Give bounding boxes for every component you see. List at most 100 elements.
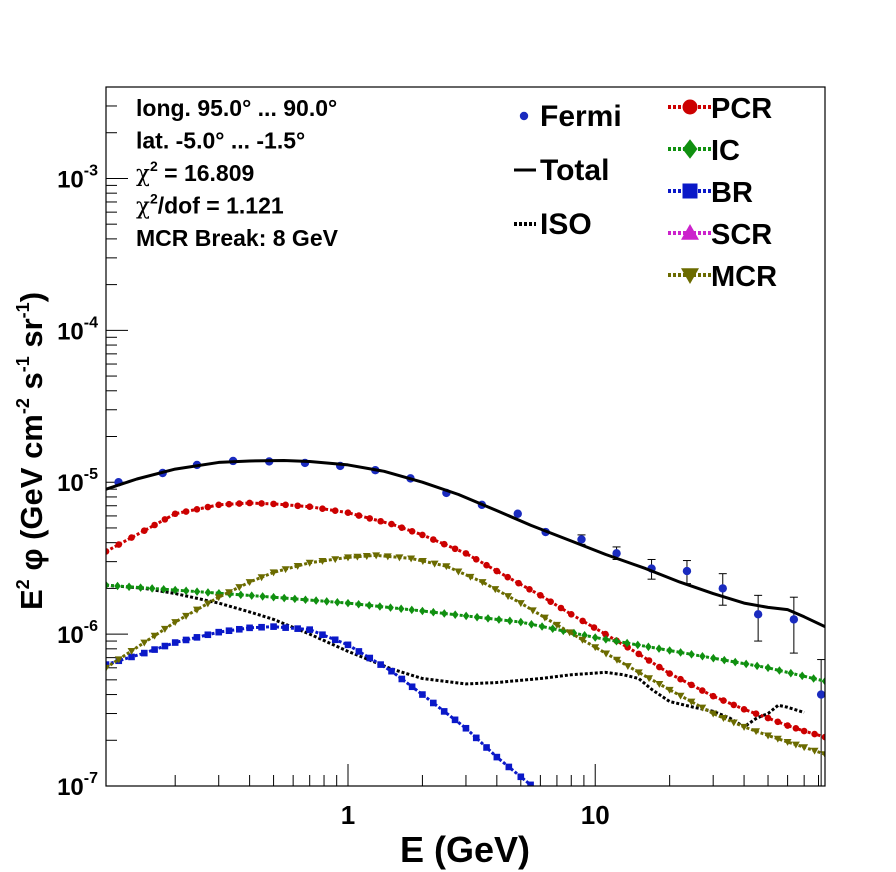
- series-marker-mcr: [269, 569, 278, 577]
- series-marker-br: [171, 639, 179, 646]
- series-marker-mcr: [591, 644, 600, 652]
- series-marker-ic: [182, 586, 190, 596]
- y-axis-title-sup: -2: [13, 398, 33, 414]
- series-iso: [106, 583, 805, 729]
- series-marker-mcr: [353, 553, 362, 561]
- series-marker-ic: [137, 583, 144, 592]
- series-marker-mcr: [783, 738, 792, 746]
- series-marker-ic: [787, 668, 795, 678]
- series-marker-pcr: [472, 555, 480, 563]
- series-marker-pcr: [246, 499, 253, 507]
- legend-item-pcr: PCR: [668, 93, 772, 125]
- series-marker-mcr: [687, 698, 696, 706]
- series-marker-mcr: [491, 586, 500, 594]
- series-marker-ic: [591, 633, 599, 642]
- series-marker-br: [366, 654, 374, 662]
- y-tick-base: 10: [57, 470, 84, 497]
- series-marker-mcr: [407, 555, 416, 563]
- legend-label: SCR: [711, 219, 772, 251]
- series-marker-pcr: [140, 527, 148, 534]
- y-tick-label: 10-5: [57, 466, 98, 497]
- legend-item-fermi: Fermi: [519, 100, 622, 133]
- series-marker-ic: [451, 610, 459, 619]
- series-marker-mcr: [140, 639, 149, 647]
- series-ic: [106, 580, 825, 686]
- y-tick-exponent: -7: [84, 770, 98, 787]
- info-line: long. 95.0° ... 90.0°: [136, 95, 337, 121]
- series-marker-pcr: [677, 675, 684, 683]
- legend-item-scr: SCR: [668, 219, 772, 251]
- series-marker-mcr: [150, 632, 159, 640]
- series-marker-ic: [538, 622, 546, 631]
- series-marker-ic: [613, 636, 620, 646]
- series-marker-pcr: [784, 722, 791, 729]
- series-marker-ic: [764, 663, 772, 673]
- series-marker-ic: [114, 581, 121, 591]
- series-line-br: [106, 625, 535, 786]
- series-marker-pcr: [811, 730, 818, 738]
- series-marker-br: [344, 641, 352, 649]
- series-marker-pcr: [730, 701, 738, 709]
- legend-label: PCR: [711, 93, 772, 125]
- series-marker-pcr: [236, 500, 243, 507]
- series-marker-br: [246, 624, 253, 632]
- series-marker-ic: [473, 612, 481, 622]
- series-marker-pcr: [429, 536, 437, 543]
- series-marker-br: [440, 708, 448, 715]
- series-marker-mcr: [516, 600, 525, 608]
- series-marker-ic: [280, 593, 288, 603]
- series-marker-mcr: [171, 619, 180, 627]
- series-marker-ic: [776, 666, 783, 675]
- legend-marker: [682, 139, 698, 159]
- series-marker-mcr: [318, 557, 327, 565]
- series-marker-ic: [731, 657, 739, 667]
- series-marker-br: [140, 649, 148, 657]
- series-marker-pcr: [161, 516, 169, 523]
- x-axis-title: E (GeV): [400, 829, 530, 870]
- data-point-fermi: [789, 615, 799, 624]
- series-marker-br: [527, 781, 534, 786]
- legend-item-ic: IC: [668, 135, 740, 167]
- plot-frame: [105, 86, 826, 787]
- y-tick-base: 10: [57, 166, 84, 193]
- series-marker-br: [270, 623, 277, 630]
- series-marker-pcr: [440, 540, 448, 548]
- series-marker-br: [258, 623, 265, 631]
- series-marker-mcr: [214, 594, 223, 602]
- series-marker-ic: [798, 671, 806, 681]
- series-marker-mcr: [442, 563, 451, 571]
- series-marker-ic: [365, 601, 373, 610]
- series-marker-mcr: [225, 589, 233, 597]
- y-tick-base: 10: [57, 774, 84, 801]
- series-marker-br: [505, 763, 513, 771]
- series-marker-ic: [397, 604, 405, 614]
- y-axis-title-part: s: [14, 372, 49, 398]
- series-marker-ic: [462, 611, 470, 621]
- y-tick-base: 10: [57, 622, 84, 649]
- y-axis-title-sup: -1: [13, 302, 33, 318]
- y-tick-label: 10-4: [57, 314, 98, 345]
- series-marker-br: [294, 625, 301, 632]
- series-marker-ic: [387, 603, 394, 612]
- series-marker-mcr: [344, 554, 352, 562]
- series-marker-ic: [430, 607, 437, 617]
- series-marker-mcr: [466, 573, 475, 581]
- series-marker-pcr: [635, 650, 643, 658]
- legend-marker: [519, 111, 529, 121]
- series-marker-ic: [323, 597, 331, 606]
- series-marker-mcr: [655, 681, 664, 688]
- legend-marker: [681, 268, 699, 284]
- series-marker-pcr: [688, 681, 695, 689]
- series-marker-mcr: [331, 556, 340, 564]
- info-sup: 2: [150, 191, 158, 207]
- series-marker-pcr: [151, 521, 158, 529]
- info-line: MCR Break: 8 GeV: [136, 225, 339, 251]
- series-marker-pcr: [355, 512, 363, 519]
- data-point-fermi: [577, 535, 586, 544]
- series-marker-mcr: [281, 566, 290, 574]
- series-marker-pcr: [656, 663, 663, 671]
- series-marker-pcr: [331, 507, 339, 515]
- series-marker-pcr: [258, 500, 265, 507]
